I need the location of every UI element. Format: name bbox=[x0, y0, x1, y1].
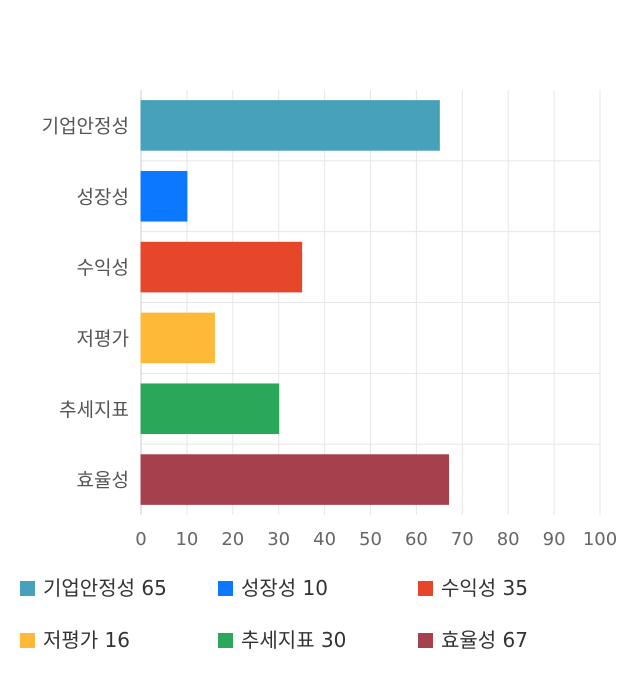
x-tick-label: 10 bbox=[175, 529, 198, 550]
legend-swatch bbox=[418, 632, 433, 648]
legend-label: 효율성 67 bbox=[441, 628, 529, 652]
legend-swatch bbox=[20, 632, 35, 648]
x-tick-labels: 0 10 20 30 40 50 60 70 80 90 100 bbox=[135, 529, 617, 550]
legend-swatch bbox=[218, 580, 233, 596]
bars bbox=[140, 100, 450, 505]
bar-수익성 bbox=[140, 241, 303, 293]
legend-item[interactable]: 성장성 10 bbox=[218, 578, 328, 598]
x-tick-label: 30 bbox=[267, 529, 290, 550]
category-label: 수익성 bbox=[77, 257, 129, 279]
grid bbox=[140, 90, 601, 515]
category-label: 성장성 bbox=[77, 186, 129, 208]
bar-기업안정성 bbox=[140, 100, 440, 151]
x-tick-label: 20 bbox=[221, 529, 244, 550]
legend-label: 기업안정성 65 bbox=[43, 576, 167, 600]
legend-label: 수익성 35 bbox=[441, 576, 529, 600]
x-tick-label: 60 bbox=[405, 529, 428, 550]
x-tick-label: 70 bbox=[451, 529, 474, 550]
legend-swatch bbox=[20, 580, 35, 596]
legend-item[interactable]: 효율성 67 bbox=[418, 630, 528, 650]
legend-item[interactable]: 저평가 16 bbox=[20, 630, 130, 650]
legend-label: 성장성 10 bbox=[241, 576, 329, 600]
legend: 기업안정성 65 성장성 10 수익성 35 저평가 16 추세지표 30 효율성 67 bbox=[20, 578, 620, 688]
category-label: 기업안정성 bbox=[42, 115, 129, 137]
category-label: 저평가 bbox=[77, 328, 129, 350]
bar-효율성 bbox=[140, 454, 450, 505]
bar-추세지표 bbox=[140, 383, 280, 435]
legend-item[interactable]: 수익성 35 bbox=[418, 578, 528, 598]
bar-성장성 bbox=[140, 170, 188, 222]
x-tick-label: 40 bbox=[313, 529, 336, 550]
legend-item[interactable]: 추세지표 30 bbox=[218, 630, 346, 650]
legend-swatch bbox=[218, 632, 233, 648]
category-label: 추세지표 bbox=[59, 399, 129, 421]
bar-저평가 bbox=[140, 312, 215, 364]
legend-label: 추세지표 30 bbox=[241, 628, 347, 652]
legend-item[interactable]: 기업안정성 65 bbox=[20, 578, 167, 598]
x-tick-label: 0 bbox=[135, 529, 146, 550]
x-tick-label: 90 bbox=[543, 529, 566, 550]
x-tick-label: 80 bbox=[497, 529, 520, 550]
category-label: 효율성 bbox=[77, 470, 129, 492]
x-tick-label: 50 bbox=[359, 529, 382, 550]
legend-swatch bbox=[418, 580, 433, 596]
x-tick-label: 100 bbox=[583, 529, 617, 550]
legend-label: 저평가 16 bbox=[43, 628, 131, 652]
